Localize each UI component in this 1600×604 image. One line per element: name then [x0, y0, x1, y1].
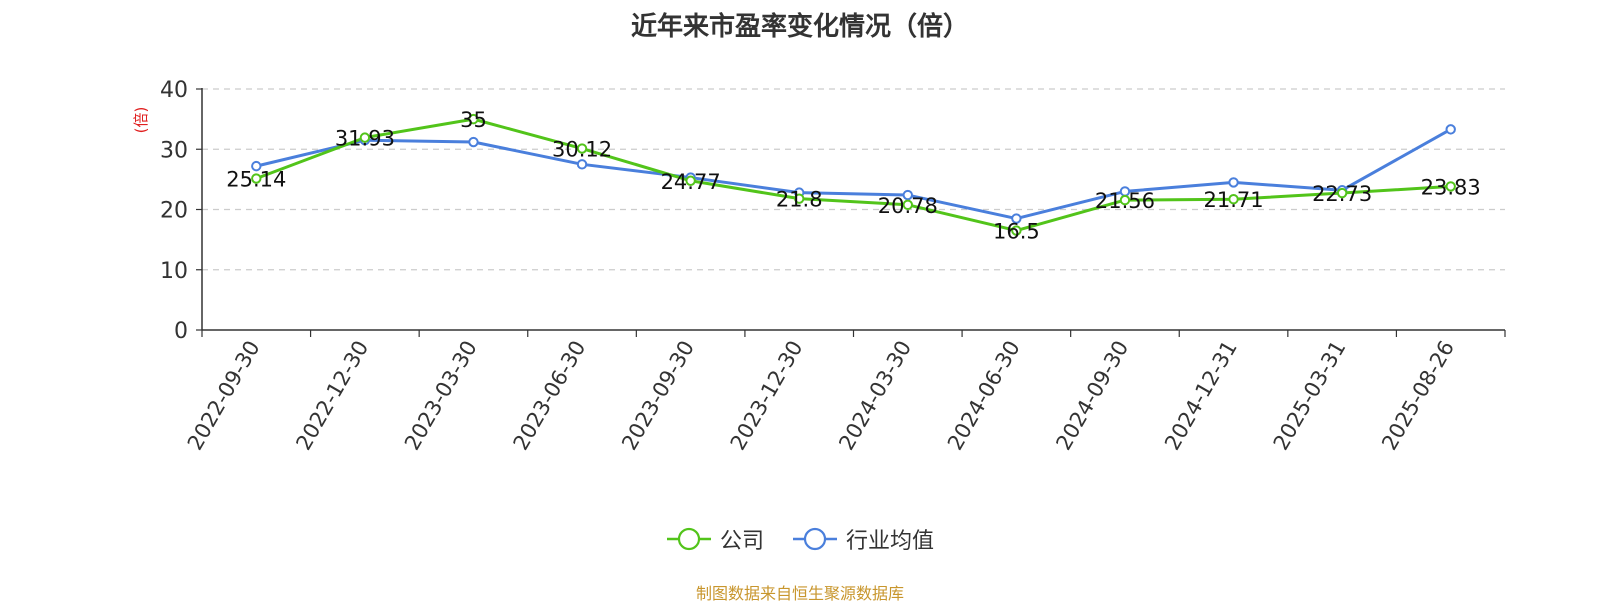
series-point-0 — [1011, 225, 1022, 236]
x-tick-label: 2023-09-30 — [617, 337, 699, 455]
legend-swatch — [666, 527, 711, 551]
series-point-1 — [576, 159, 588, 170]
x-tick-label: 2024-03-30 — [834, 337, 916, 455]
legend-label: 行业均值 — [846, 529, 935, 554]
legend-item-1[interactable]: 行业均值 — [792, 523, 934, 555]
data-label: 21.56 — [1095, 189, 1155, 213]
chart-legend: 公司 行业均值 — [0, 523, 1600, 555]
y-tick-label: 20 — [160, 199, 188, 224]
data-label: 22.73 — [1312, 182, 1372, 206]
data-label: 23.83 — [1421, 175, 1481, 199]
x-tick-label: 2024-12-31 — [1160, 337, 1242, 455]
data-label: 30.12 — [552, 138, 612, 162]
y-tick-label: 40 — [160, 78, 188, 103]
data-label: 21.8 — [776, 188, 823, 212]
x-tick-label: 2025-03-31 — [1269, 337, 1351, 455]
data-label: 20.78 — [878, 194, 938, 218]
series-line-0 — [255, 117, 1451, 233]
y-tick-label: 10 — [160, 259, 188, 284]
series-point-0 — [1445, 181, 1456, 192]
series-point-0 — [576, 143, 588, 154]
x-tick-label: 2024-06-30 — [943, 337, 1025, 455]
series-point-1 — [1228, 177, 1239, 188]
series-point-1 — [902, 189, 913, 201]
legend-label: 公司 — [719, 529, 764, 554]
y-tick-label: 0 — [174, 319, 188, 344]
series-point-0 — [1228, 193, 1239, 205]
series-line-1 — [255, 128, 1452, 221]
x-tick-label: 2023-12-30 — [726, 337, 808, 455]
legend-item-0[interactable]: 公司 — [666, 523, 764, 555]
data-label: 24.77 — [661, 170, 721, 194]
series-point-0 — [251, 173, 262, 184]
series-point-1 — [1011, 213, 1022, 224]
y-tick-label: 30 — [160, 138, 188, 163]
data-label: 16.5 — [993, 220, 1040, 244]
series-point-0 — [794, 193, 805, 204]
x-tick-label: 2022-12-30 — [291, 337, 373, 455]
legend-swatch — [793, 527, 837, 551]
x-tick-label: 2022-09-30 — [183, 337, 265, 455]
x-tick-label: 2023-06-30 — [509, 337, 591, 455]
chart-title: 近年来市盈率变化情况（倍） — [630, 12, 969, 42]
series-point-0 — [1336, 187, 1348, 199]
series-point-0 — [902, 199, 913, 211]
series-point-1 — [468, 136, 479, 148]
x-tick-label: 2025-08-26 — [1377, 337, 1459, 455]
series-point-0 — [359, 132, 371, 143]
x-tick-label: 2024-09-30 — [1051, 337, 1133, 455]
data-source-note: 制图数据来自恒生聚源数据库 — [695, 584, 904, 603]
y-axis-label: (倍) — [132, 107, 150, 134]
series-point-0 — [685, 175, 696, 186]
series-point-0 — [1119, 194, 1131, 206]
series-point-1 — [251, 160, 262, 172]
x-tick-label: 2023-03-30 — [400, 337, 482, 455]
data-label: 21.71 — [1203, 188, 1263, 212]
data-label: 25.14 — [226, 168, 286, 192]
data-label: 35 — [460, 108, 487, 132]
data-label: 31.93 — [335, 127, 395, 151]
series-point-0 — [468, 113, 479, 125]
series-point-1 — [1445, 124, 1456, 135]
